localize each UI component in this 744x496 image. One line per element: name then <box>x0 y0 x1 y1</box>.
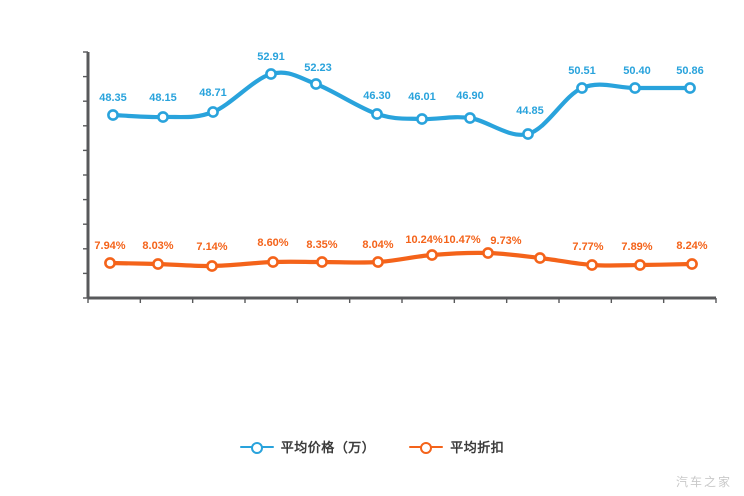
data-point-label: 7.89% <box>621 241 652 253</box>
data-point-marker[interactable] <box>206 260 218 272</box>
chart-series-layer <box>104 68 698 272</box>
data-point-label: 10.47% <box>443 234 481 246</box>
data-point-label: 7.94% <box>94 240 125 252</box>
data-point-marker[interactable] <box>464 112 476 124</box>
data-point-label: 8.60% <box>257 237 288 249</box>
data-point-label: 8.03% <box>142 240 173 252</box>
data-point-marker[interactable] <box>634 259 646 271</box>
data-point-marker[interactable] <box>152 258 164 270</box>
data-point-marker[interactable] <box>416 113 428 125</box>
chart-legend: 平均价格（万） 平均折扣 <box>0 437 744 456</box>
data-point-marker[interactable] <box>104 257 116 269</box>
legend-avg-discount[interactable]: 平均折扣 <box>409 437 504 456</box>
legend-marker-icon <box>239 440 274 454</box>
data-point-label: 50.86 <box>676 65 704 77</box>
chart-data-labels: 48.35 48.15 48.71 52.91 52.23 46.30 46.01 46.90… <box>94 51 707 253</box>
data-point-label: 52.91 <box>257 51 285 63</box>
data-point-label: 44.85 <box>516 105 544 117</box>
data-point-label: 46.01 <box>408 91 436 103</box>
series-line <box>107 250 695 269</box>
data-point-marker[interactable] <box>265 68 277 80</box>
data-point-label: 52.23 <box>304 62 332 74</box>
data-point-label: 46.90 <box>456 90 484 102</box>
data-point-label: 48.15 <box>149 92 177 104</box>
data-point-marker[interactable] <box>522 128 534 140</box>
data-point-label: 8.04% <box>362 239 393 251</box>
data-point-marker[interactable] <box>267 256 279 268</box>
data-point-label: 46.30 <box>363 90 391 102</box>
chart-axes <box>83 51 717 303</box>
series-avg-discount <box>104 247 698 272</box>
watermark-text: 汽车之家 <box>675 475 732 489</box>
data-point-label: 48.35 <box>99 92 127 104</box>
series-avg-price <box>107 68 696 140</box>
data-point-marker[interactable] <box>207 106 219 118</box>
legend-marker-icon <box>409 440 444 454</box>
data-point-label: 8.24% <box>676 240 707 252</box>
data-point-label: 7.77% <box>572 241 603 253</box>
data-point-label: 50.51 <box>568 65 596 77</box>
legend-label: 平均折扣 <box>450 440 505 455</box>
data-point-marker[interactable] <box>534 252 546 264</box>
legend-label: 平均价格（万） <box>280 440 376 455</box>
data-point-marker[interactable] <box>316 256 328 268</box>
data-point-label: 50.40 <box>623 65 651 77</box>
data-point-label: 7.14% <box>196 241 227 253</box>
data-point-marker[interactable] <box>107 109 119 121</box>
data-point-marker[interactable] <box>629 82 641 94</box>
data-point-marker[interactable] <box>371 108 383 120</box>
data-point-marker[interactable] <box>310 78 322 90</box>
data-point-marker[interactable] <box>482 247 494 259</box>
data-point-marker[interactable] <box>686 258 698 270</box>
data-point-marker[interactable] <box>576 82 588 94</box>
data-point-marker[interactable] <box>684 82 696 94</box>
series-line <box>110 70 693 137</box>
data-point-label: 10.24% <box>405 234 443 246</box>
data-point-marker[interactable] <box>426 249 438 261</box>
data-point-label: 48.71 <box>199 87 227 99</box>
data-point-label: 8.35% <box>306 239 337 251</box>
data-point-marker[interactable] <box>157 111 169 123</box>
data-point-marker[interactable] <box>586 259 598 271</box>
data-point-marker[interactable] <box>372 256 384 268</box>
legend-avg-price[interactable]: 平均价格（万） <box>239 437 376 456</box>
data-point-label: 9.73% <box>490 235 521 247</box>
